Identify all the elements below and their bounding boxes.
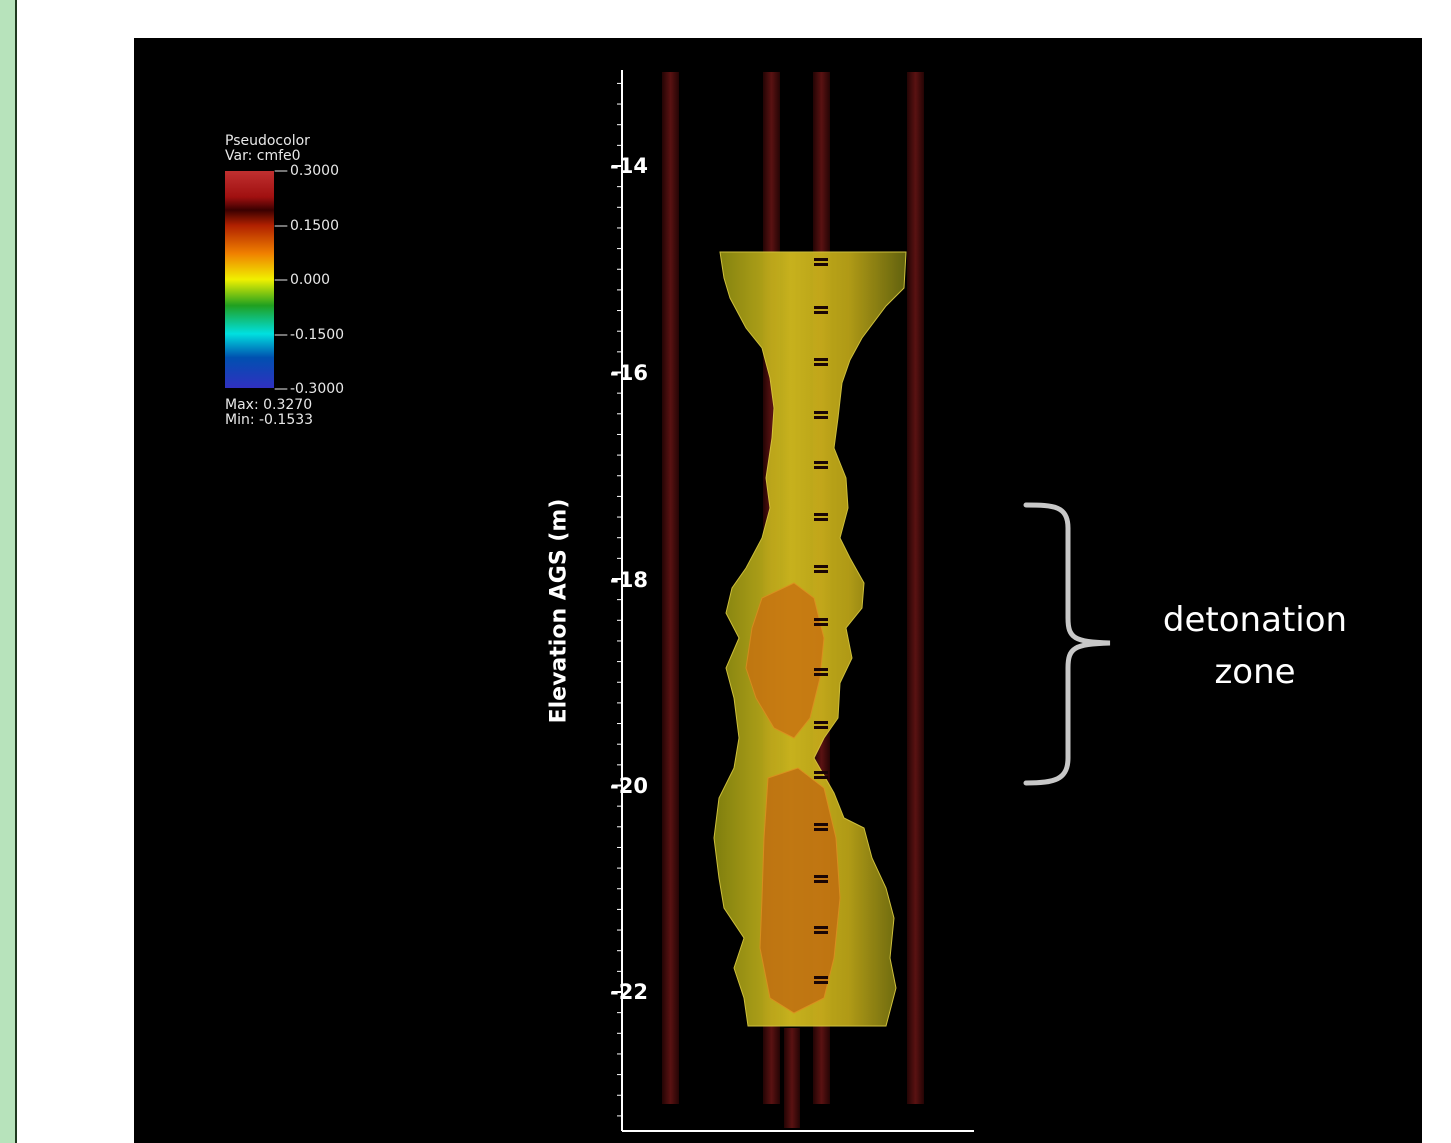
y-tick-label-1: -14 [610,154,648,178]
detonation-zone-label-line2: zone [1214,652,1296,692]
legend-tick-4: -0.1500 [274,328,344,342]
detonation-zone-bracket [1023,502,1111,786]
y-axis-label: Elevation AGS (m) [546,498,572,724]
detonation-zone-label: detonation zone [1163,594,1347,698]
y-axis-minor-ticks [612,82,622,1117]
well-5-lower [784,1028,800,1128]
legend-tick-1: 0.3000 [274,164,339,178]
visualization-viewport: Pseudocolor Var: cmfe0 0.3000 0.1500 0.0… [134,38,1422,1143]
well-1 [662,72,679,1104]
central-well-markers [814,258,828,984]
y-tick-label-3: -18 [610,568,648,592]
pseudocolor-legend: Pseudocolor Var: cmfe0 0.3000 0.1500 0.0… [225,134,385,434]
legend-color-bar [225,171,274,388]
left-side-strip [0,0,17,1143]
well-4 [907,72,924,1104]
legend-title: Pseudocolor [225,133,310,149]
y-tick-label-4: -20 [610,774,648,798]
detonation-zone-label-line1: detonation [1162,600,1348,640]
legend-tick-2: 0.1500 [274,219,339,233]
y-axis [612,70,974,1132]
legend-variable: Var: cmfe0 [225,148,301,164]
scene-canvas [612,70,1111,1132]
legend-max: Max: 0.3270 [225,397,313,413]
y-tick-label-5: -22 [610,980,648,1004]
legend-tick-3: 0.000 [274,273,330,287]
legend-min: Min: -0.1533 [225,412,314,428]
y-tick-label-2: -16 [610,361,648,385]
legend-tick-5: -0.3000 [274,382,344,396]
plume-core-upper [745,582,825,739]
